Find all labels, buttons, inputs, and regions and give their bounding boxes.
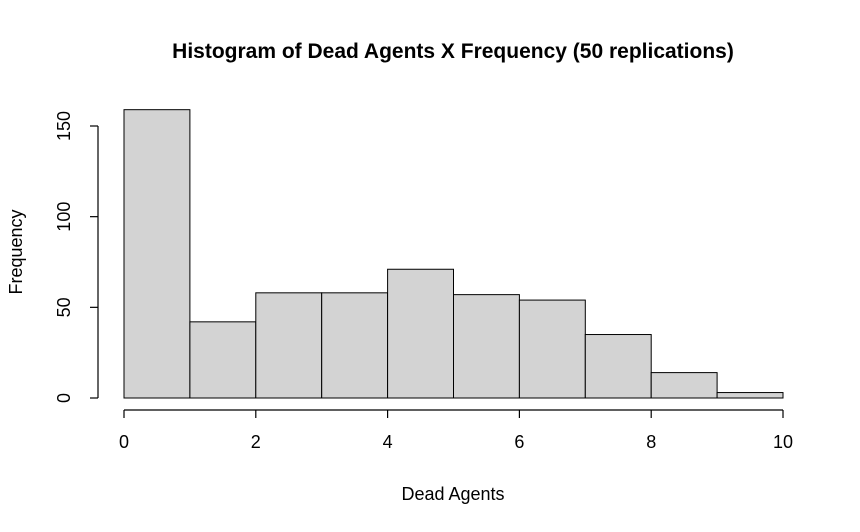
x-axis-label: Dead Agents [401,484,504,504]
y-axis-label: Frequency [6,209,26,294]
y-tick-label: 50 [54,297,74,317]
x-tick-label: 10 [773,432,793,452]
histogram-bar [453,294,520,399]
x-tick-label: 2 [251,432,261,452]
histogram-bar [123,109,191,399]
histogram-bar [189,321,257,399]
x-tick-label: 0 [119,432,129,452]
x-tick-label: 4 [383,432,393,452]
histogram-bar [387,268,455,399]
histogram-bar [321,292,389,399]
y-axis: 0 50 100 150 [54,111,99,403]
x-tick-label: 8 [646,432,656,452]
histogram-bar [255,292,323,399]
bars-group [123,109,784,399]
histogram-bar [650,372,718,399]
y-tick-label: 0 [54,393,74,403]
histogram-bar [518,299,586,399]
chart-title: Histogram of Dead Agents X Frequency (50… [172,40,734,63]
y-tick-label: 100 [54,202,74,232]
y-tick-label: 150 [54,111,74,141]
x-tick-label: 6 [514,432,524,452]
x-axis: 0 2 4 6 8 10 [119,409,793,452]
histogram-bar [584,334,652,399]
histogram-bar [716,392,784,399]
